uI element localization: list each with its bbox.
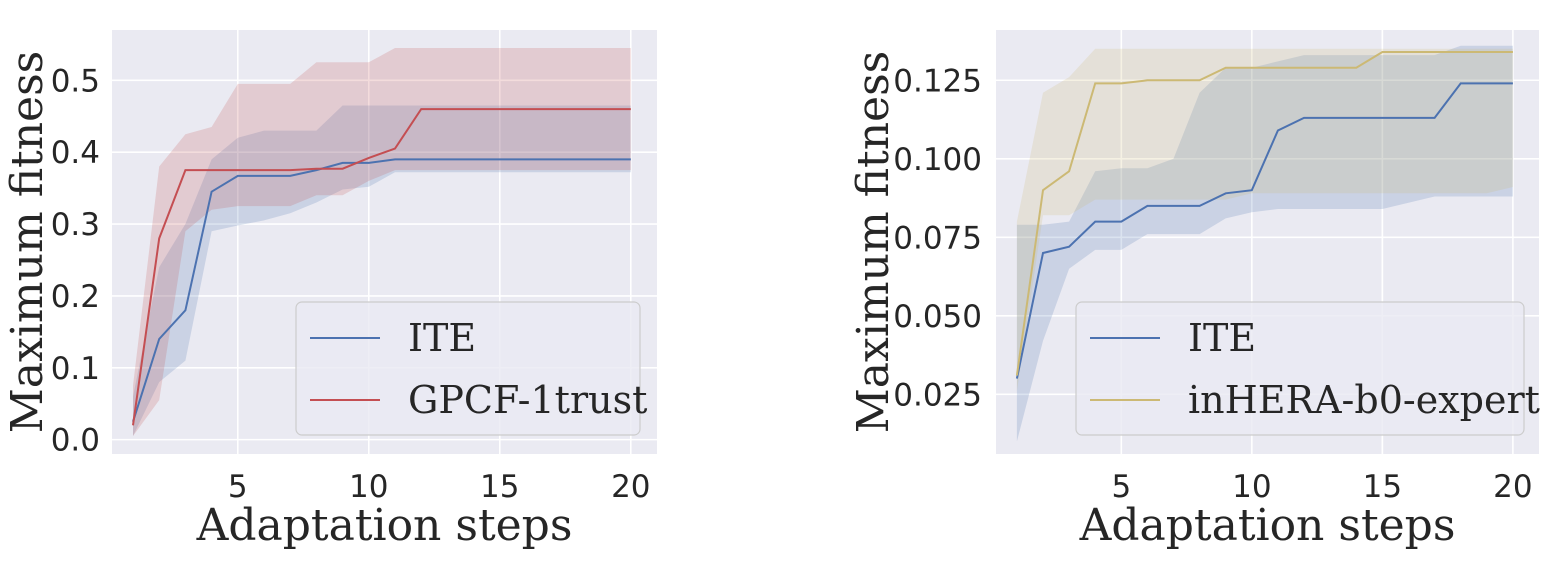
y-tick-label: 0.125 [893, 63, 982, 99]
confidence-band-gpcf-1trust [133, 48, 631, 436]
x-tick-label: 15 [1363, 469, 1402, 505]
x-tick-label: 15 [480, 469, 519, 505]
x-tick-label: 10 [1232, 469, 1271, 505]
legend: ITE GPCF-1trust [295, 301, 647, 436]
confidence-band-ite [133, 105, 631, 436]
y-tick-label: 0.0 [51, 423, 100, 459]
series-line-gpcf-1trust [132, 108, 631, 426]
y-tick-label: 0.075 [893, 220, 982, 256]
y-tick-label: 0.100 [893, 142, 982, 178]
y-tick-label: 0.5 [51, 63, 100, 99]
y-axis-label: Maximum fitness [2, 51, 53, 434]
legend-box [295, 301, 641, 436]
legend-box [1075, 301, 1525, 436]
legend-label: GPCF-1trust [408, 378, 647, 422]
series-line-ite [132, 158, 631, 423]
y-tick-label: 0.2 [51, 279, 100, 315]
y-tick-label: 0.1 [51, 351, 100, 387]
x-tick-label: 5 [228, 469, 248, 505]
legend-label: inHERA-b0-expert [1188, 378, 1540, 422]
y-tick-label: 0.050 [893, 299, 982, 335]
chart-panel-2: 5 10 15 20 0.025 0.050 0.075 0.100 0.125 Adaptati… [848, 30, 1540, 551]
x-tick-label: 20 [1493, 469, 1532, 505]
confidence-band-inhera-b0-expert [1016, 48, 1513, 392]
y-tick-label: 0.025 [893, 377, 982, 413]
y-axis-label: Maximum fitness [848, 51, 899, 434]
x-axis-label: Adaptation steps [196, 500, 573, 551]
y-tick-label: 0.3 [51, 207, 100, 243]
confidence-band-ite [1016, 45, 1513, 442]
x-tick-label: 20 [611, 469, 650, 505]
chart-panel-1: 5 10 15 20 0.0 0.1 0.2 0.3 0.4 0.5 Adaptation step… [2, 30, 657, 551]
x-axis-label: Adaptation steps [1079, 500, 1456, 551]
y-tick-label: 0.4 [51, 135, 100, 171]
x-tick-label: 5 [1111, 469, 1131, 505]
legend-label: ITE [1188, 316, 1256, 360]
x-tick-label: 10 [349, 469, 388, 505]
legend: ITE inHERA-b0-expert [1075, 301, 1540, 436]
series-line-ite [1015, 82, 1513, 379]
series-line-inhera-b0-expert [1015, 51, 1513, 376]
legend-label: ITE [408, 316, 476, 360]
